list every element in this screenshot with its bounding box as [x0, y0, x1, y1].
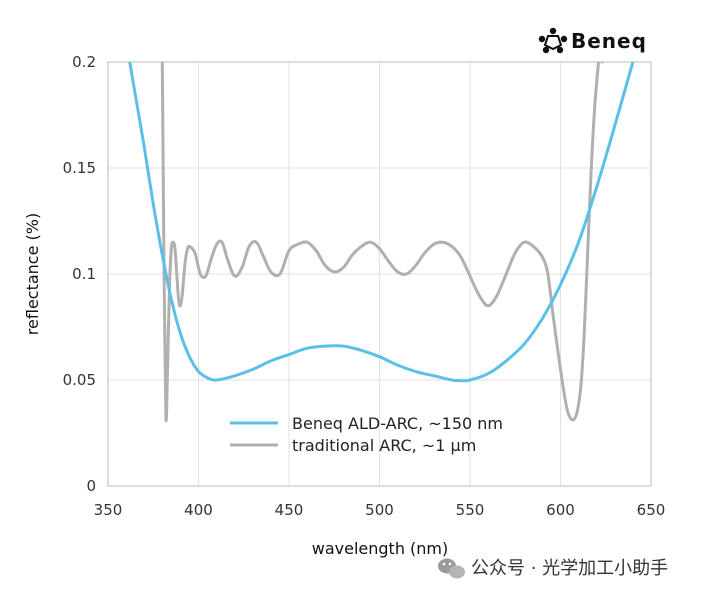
legend-label-traditional: traditional ARC, ~1 μm — [292, 436, 476, 455]
y-tick-label: 0 — [86, 477, 96, 495]
x-axis-label: wavelength (nm) — [312, 539, 449, 558]
plot-frame — [107, 61, 652, 487]
y-tick-label: 0.15 — [63, 159, 96, 177]
wechat-icon — [438, 558, 465, 579]
beneq-logo-text: Beneq — [571, 29, 647, 53]
x-tick-label: 650 — [637, 501, 666, 519]
watermark-text: 公众号 · 光学加工小助手 — [471, 558, 668, 579]
x-tick-label: 450 — [275, 501, 304, 519]
series-group — [128, 62, 635, 423]
series-line-traditional-arc — [160, 62, 604, 423]
watermark: 公众号 · 光学加工小助手 — [438, 558, 668, 579]
x-tick-label: 600 — [546, 501, 575, 519]
x-tick-label: 350 — [94, 501, 123, 519]
y-tick-labels: 0 0.05 0.1 0.15 0.2 — [63, 53, 96, 495]
grid — [108, 62, 651, 486]
legend-label-ald: Beneq ALD-ARC, ~150 nm — [292, 414, 503, 433]
y-tick-label: 0.05 — [63, 371, 96, 389]
legend: Beneq ALD-ARC, ~150 nm traditional ARC, … — [230, 414, 503, 455]
x-tick-label: 550 — [456, 501, 485, 519]
x-tick-labels: 350 400 450 500 550 600 650 — [94, 501, 666, 519]
y-tick-label: 0.2 — [72, 53, 96, 71]
series-line-beneq-ald-arc — [128, 62, 635, 383]
beneq-logo-icon — [538, 27, 568, 54]
beneq-logo: Beneq — [538, 27, 647, 54]
x-tick-label: 500 — [365, 501, 394, 519]
x-tick-label: 400 — [184, 501, 213, 519]
y-tick-label: 0.1 — [72, 265, 96, 283]
y-axis-label: reflectance (%) — [23, 213, 42, 335]
